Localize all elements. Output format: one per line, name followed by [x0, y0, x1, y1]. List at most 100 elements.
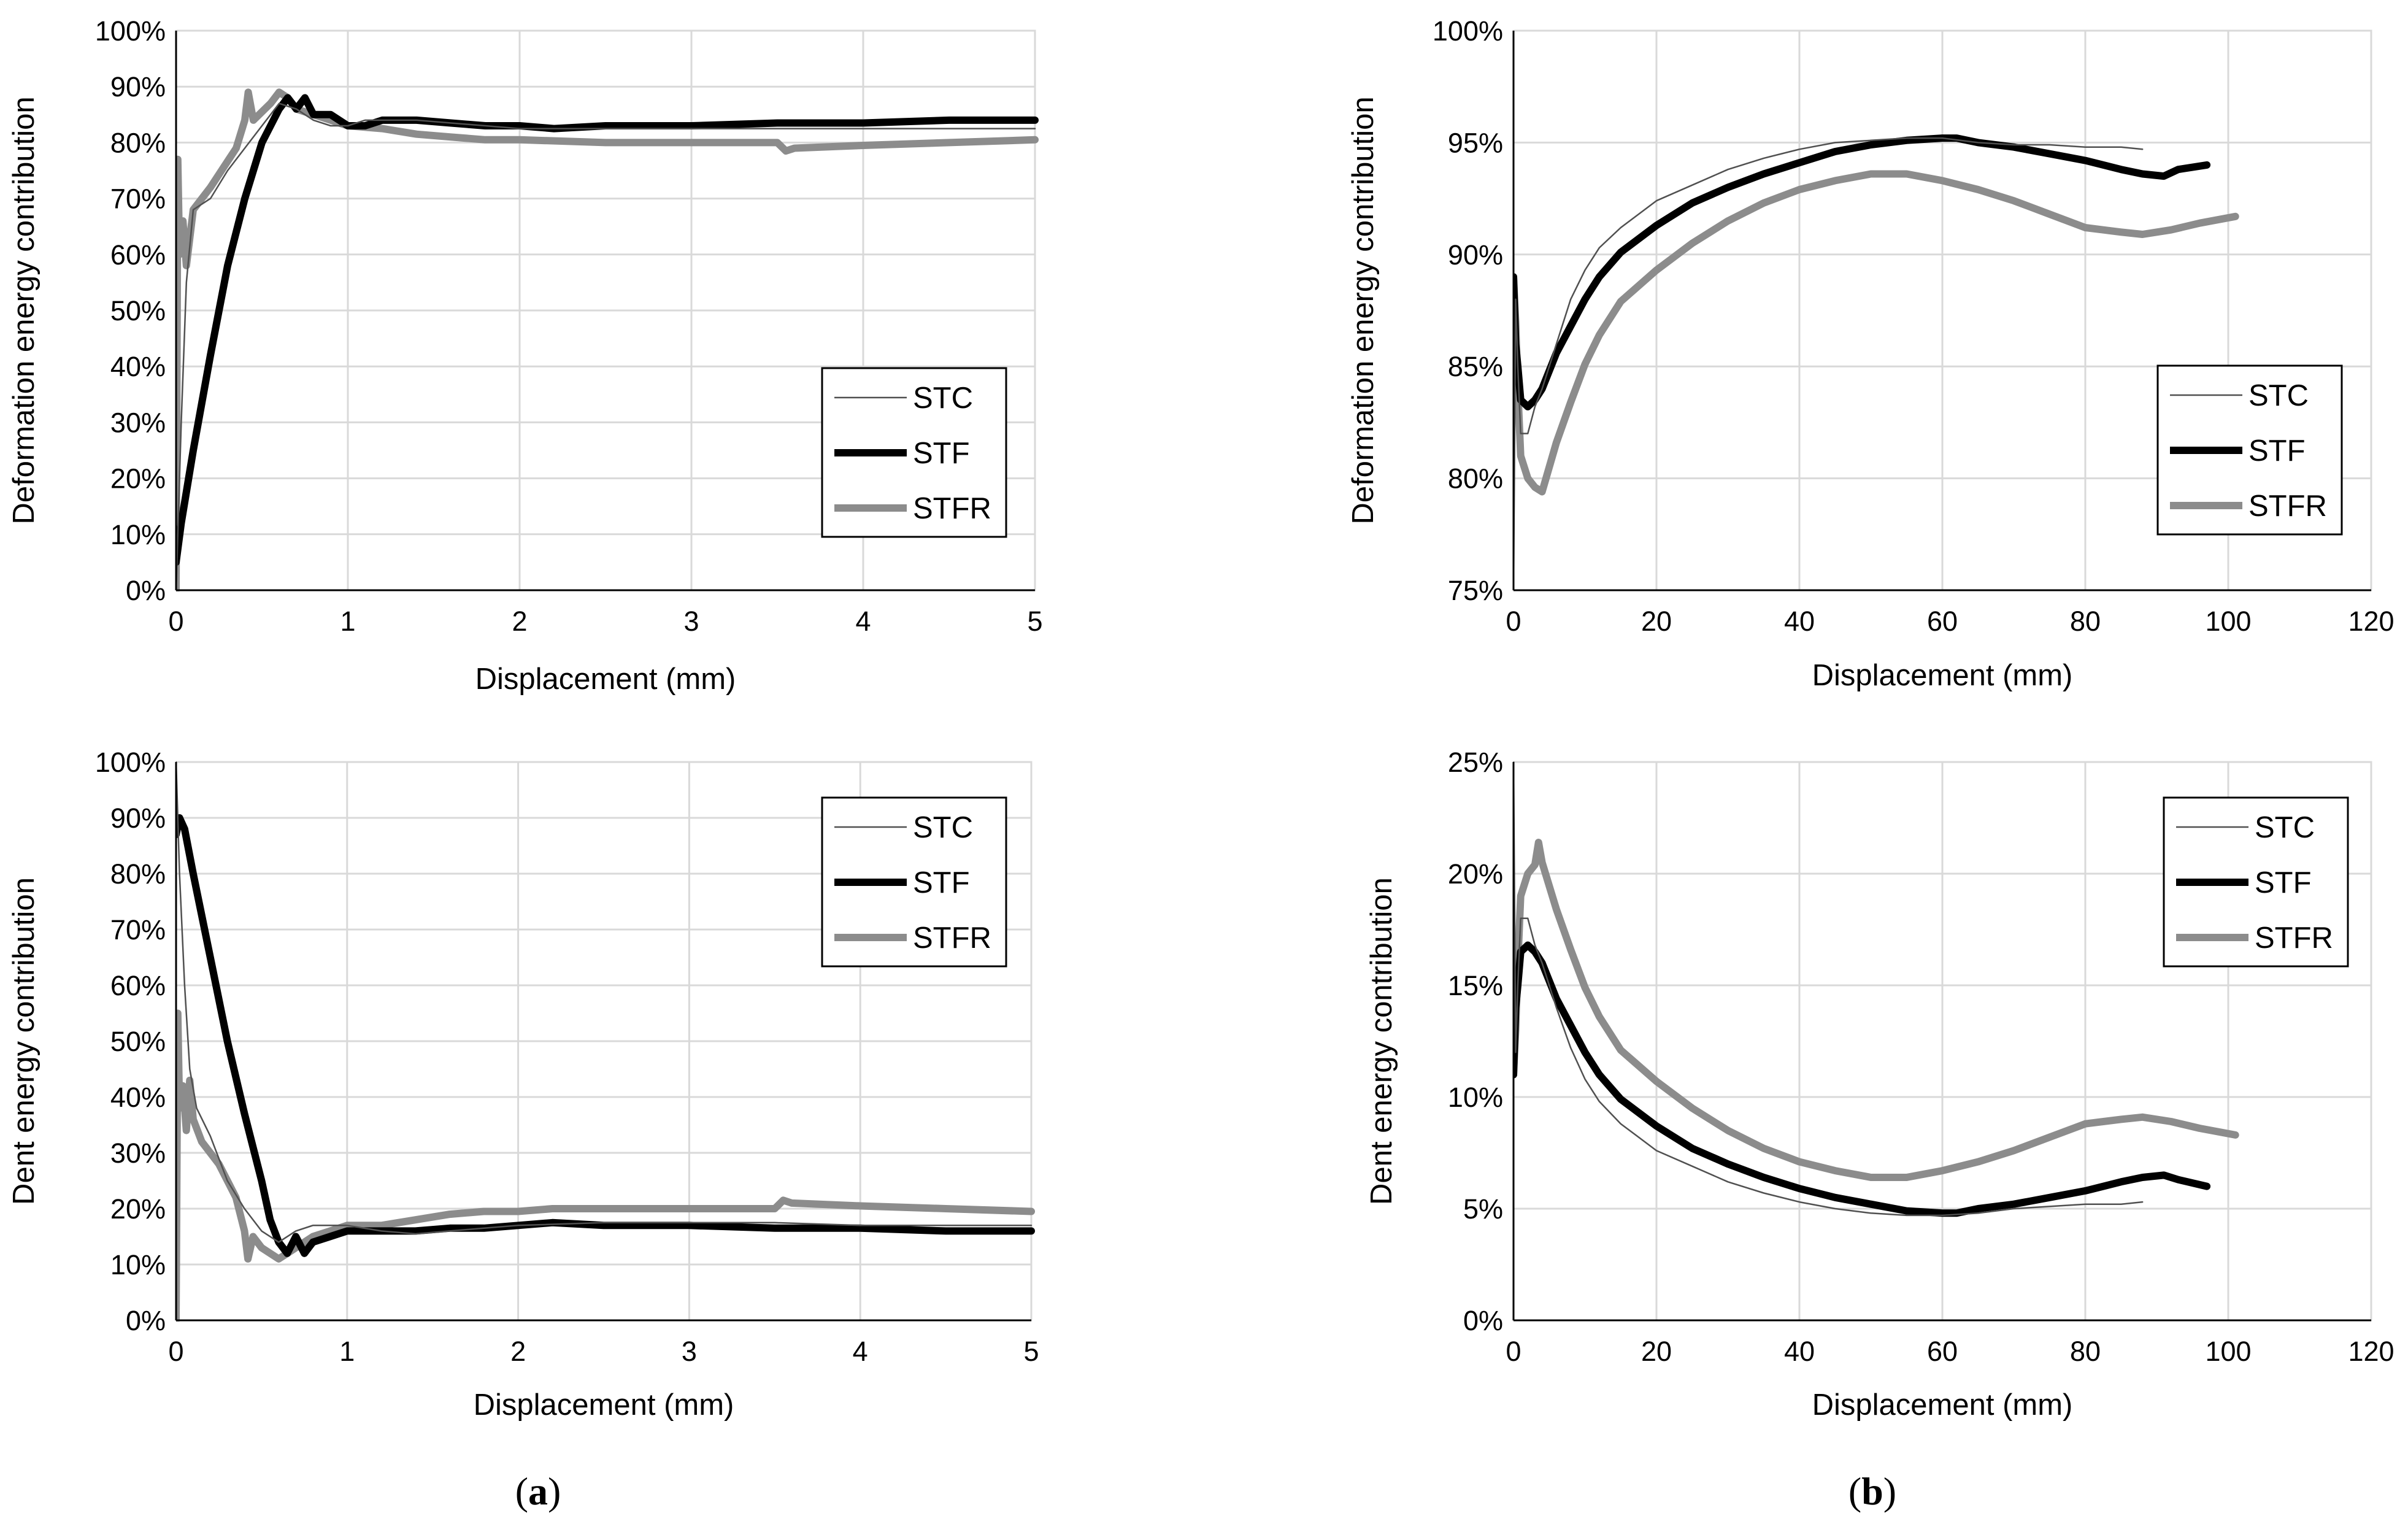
y-tick-label: 60% [110, 970, 166, 1001]
y-tick-label: 90% [110, 71, 166, 102]
x-tick-label: 20 [1641, 1336, 1672, 1367]
chart-deformation-energy-full-displacement: 75% 80% 85% 90% 95% 100% 0 20 40 60 80 100 120 Displa… [1347, 15, 2395, 692]
y-tick-label: 40% [110, 351, 166, 382]
x-tick-label: 120 [2348, 606, 2394, 637]
x-tick-label: 60 [1927, 606, 1958, 637]
x-tick-label: 40 [1784, 606, 1815, 637]
y-tick-label: 90% [1448, 239, 1503, 271]
y-tick-label: 100% [95, 747, 166, 778]
legend-label-stf: STF [2248, 434, 2306, 468]
legend-label-stfr: STFR [913, 492, 991, 525]
caption-a-letter: a [528, 1469, 548, 1513]
x-tick-label: 2 [512, 606, 527, 637]
caption-a: (a) [515, 1469, 561, 1513]
x-tick-label: 3 [683, 606, 699, 637]
x-tick-label: 4 [855, 606, 871, 637]
x-tick-label: 4 [853, 1336, 868, 1367]
legend: STC STF STFR [821, 796, 1007, 968]
x-tick-label: 1 [340, 606, 355, 637]
x-tick-label: 120 [2348, 1336, 2394, 1367]
caption-b-close: ) [1883, 1469, 1896, 1513]
chart-dent-energy-small-displacement: 0% 10% 20% 30% 40% 50% 60% 70% 80% 90% 100% 0 1 2 3 4 5 D… [7, 747, 1039, 1422]
legend: STC STF STFR [821, 367, 1007, 538]
y-tick-label: 60% [110, 239, 166, 271]
series-line-stc [1514, 137, 2144, 591]
series-line-stc [176, 761, 1033, 1243]
legend-label-stc: STC [913, 382, 973, 415]
x-tick-label: 60 [1927, 1336, 1958, 1367]
y-axis-title: Dent energy contribution [1365, 877, 1398, 1205]
legend: STC STF STFR [2156, 364, 2343, 536]
y-tick-label: 85% [1448, 351, 1503, 382]
caption-b-letter: b [1861, 1469, 1883, 1513]
x-tick-label: 1 [339, 1336, 355, 1367]
legend-label-stf: STF [913, 866, 970, 899]
series-line-stfr [1514, 839, 2239, 1181]
legend-label-stf: STF [2255, 866, 2312, 899]
legend-label-stfr: STFR [2255, 922, 2333, 955]
y-tick-label: 0% [126, 575, 166, 606]
x-tick-label: 40 [1784, 1336, 1815, 1367]
y-tick-label: 100% [1433, 15, 1503, 47]
series-line-stfr [176, 1009, 1035, 1322]
y-tick-label: 10% [110, 1249, 166, 1280]
y-tick-label: 0% [1463, 1305, 1503, 1336]
x-tick-label: 100 [2205, 1336, 2251, 1367]
series-line-stfr [1514, 170, 2239, 496]
y-tick-label: 20% [110, 1193, 166, 1225]
series-line-stc [176, 102, 1036, 591]
y-tick-label: 10% [1448, 1082, 1503, 1113]
y-tick-label: 15% [1448, 970, 1503, 1001]
legend-label-stfr: STFR [2248, 490, 2327, 523]
caption-a-close: ) [548, 1469, 561, 1513]
y-tick-label: 25% [1448, 747, 1503, 778]
y-tick-label: 0% [126, 1305, 166, 1336]
legend-label-stc: STC [913, 811, 973, 844]
y-tick-label: 20% [110, 463, 166, 495]
series-line-stf [1514, 941, 2211, 1217]
y-tick-label: 80% [1448, 463, 1503, 495]
x-axis-title: Displacement (mm) [475, 663, 736, 696]
y-tick-label: 80% [110, 858, 166, 890]
x-tick-label: 80 [2070, 1336, 2101, 1367]
x-axis-title: Displacement (mm) [1812, 1388, 2073, 1422]
y-tick-label: 50% [110, 1026, 166, 1057]
y-tick-label: 20% [1448, 858, 1503, 890]
legend-label-stf: STF [913, 437, 970, 470]
x-tick-label: 0 [168, 1336, 183, 1367]
x-tick-label: 0 [1506, 1336, 1521, 1367]
series-group [176, 761, 1035, 1322]
caption-a-open: ( [515, 1469, 528, 1513]
legend-label-stc: STC [2255, 811, 2315, 844]
x-axis-title: Displacement (mm) [1812, 659, 2073, 692]
y-tick-label: 30% [110, 407, 166, 438]
caption-b: (b) [1848, 1469, 1896, 1513]
y-tick-label: 75% [1448, 575, 1503, 606]
y-axis-title: Dent energy contribution [7, 877, 40, 1205]
series-line-stf [176, 814, 1035, 1257]
series-group [176, 88, 1039, 591]
y-tick-label: 40% [110, 1082, 166, 1113]
legend-label-stfr: STFR [913, 922, 991, 955]
y-tick-label: 95% [1448, 127, 1503, 158]
x-tick-label: 3 [682, 1336, 697, 1367]
legend: STC STF STFR [2163, 796, 2349, 968]
y-tick-label: 30% [110, 1137, 166, 1169]
x-axis-title: Displacement (mm) [474, 1388, 734, 1422]
y-tick-label: 5% [1463, 1193, 1503, 1225]
y-tick-label: 100% [95, 15, 166, 47]
x-tick-label: 5 [1023, 1336, 1039, 1367]
series-line-stfr [176, 88, 1039, 591]
y-tick-label: 90% [110, 803, 166, 834]
y-tick-label: 10% [110, 519, 166, 550]
chart-dent-energy-full-displacement: 0% 5% 10% 15% 20% 25% 0 20 40 60 80 100 120 Displacem… [1365, 747, 2395, 1422]
series-line-stc [1514, 761, 2144, 1217]
x-tick-label: 0 [1506, 606, 1521, 637]
chart-deformation-energy-small-displacement: 0% 10% 20% 30% 40% 50% 60% 70% 80% 90% 100% 0 1 2 3 4 5 D… [7, 15, 1043, 696]
legend-label-stc: STC [2248, 379, 2309, 412]
x-tick-label: 5 [1027, 606, 1042, 637]
x-tick-label: 0 [168, 606, 183, 637]
y-tick-label: 70% [110, 914, 166, 945]
y-tick-label: 70% [110, 183, 166, 215]
